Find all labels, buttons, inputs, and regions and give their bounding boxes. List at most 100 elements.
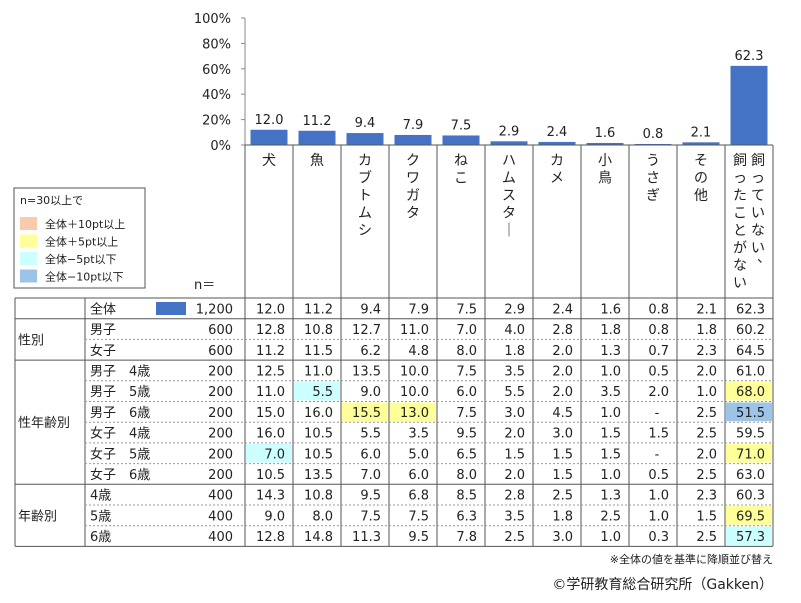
legend-title: n=30以上で xyxy=(20,194,83,207)
table-cell: 1.5 xyxy=(600,447,621,462)
table-cell: 2.0 xyxy=(696,364,717,379)
table-cell: 1.5 xyxy=(552,447,573,462)
table-cell: 0.5 xyxy=(648,468,669,483)
table-cell: 69.5 xyxy=(736,509,765,524)
table-cell: 2.0 xyxy=(552,364,573,379)
bar-1 xyxy=(250,129,288,145)
bar-11 xyxy=(730,65,768,145)
table-cell: 6.8 xyxy=(408,489,429,504)
y-tick-label: 60% xyxy=(202,63,231,78)
highlight-cell xyxy=(726,443,772,463)
table-cell: 7.0 xyxy=(264,447,285,462)
table-cell: 10.8 xyxy=(304,489,333,504)
table-cell: 1.0 xyxy=(648,489,669,504)
table-cell: 6.0 xyxy=(408,468,429,483)
table-cell: 12.5 xyxy=(256,364,285,379)
category-label-char: 飼 xyxy=(733,153,747,169)
sort-note: ※全体の値を基準に降順並び替え xyxy=(610,552,773,566)
table-cell: 68.0 xyxy=(736,385,765,400)
table-cell: 11.0 xyxy=(304,364,333,379)
table-cell: 1.8 xyxy=(552,509,573,524)
table-cell: 1.0 xyxy=(600,406,621,421)
highlight-cell xyxy=(246,443,292,463)
bar-series: 12.0 11.2 9.4 7.9 7.5 2.9 2.4 1.6 0.8 2.1 62.3 xyxy=(250,49,768,145)
category-label-char: ム xyxy=(502,171,516,187)
table-cell: 7.0 xyxy=(360,468,381,483)
table-cell: 1.3 xyxy=(600,344,621,359)
category-label-char: ス xyxy=(502,188,516,204)
table-cell: 11.2 xyxy=(304,302,333,317)
table-cell: 51.5 xyxy=(736,406,765,421)
table-cell: 1.0 xyxy=(696,385,717,400)
legend-item-label: 全体−5pt以下 xyxy=(45,252,117,266)
table-cell: 64.5 xyxy=(736,344,765,359)
bar-6 xyxy=(490,141,528,145)
table-cell: 1.0 xyxy=(600,364,621,379)
table-cell: 2.5 xyxy=(696,468,717,483)
bar-10 xyxy=(682,142,720,145)
table-cell: 1.8 xyxy=(696,323,717,338)
row-label: 女子 6歳 xyxy=(90,467,150,483)
table-cell: 0.3 xyxy=(648,530,669,545)
row-n: 400 xyxy=(208,509,233,524)
legend-item-label: 全体＋10pt以上 xyxy=(45,217,125,231)
category-label-char: ク xyxy=(406,153,420,169)
group-label: 性年齢別 xyxy=(18,416,70,431)
bar-3 xyxy=(346,133,384,145)
table-cell: 1.5 xyxy=(600,427,621,442)
table-cell: 11.5 xyxy=(304,344,333,359)
row-n: 200 xyxy=(208,427,233,442)
bar-value-label: 12.0 xyxy=(255,113,284,128)
table-cell: 9.0 xyxy=(360,385,381,400)
table-cell: 13.5 xyxy=(352,364,381,379)
table-cell: 4.8 xyxy=(408,344,429,359)
category-label-char: 犬 xyxy=(262,153,276,169)
bar-5 xyxy=(442,135,480,145)
table-cell: 9.5 xyxy=(408,530,429,545)
row-n: 400 xyxy=(208,489,233,504)
category-label-char: い xyxy=(733,276,747,292)
table-cell: 2.5 xyxy=(696,406,717,421)
row-n: 200 xyxy=(208,468,233,483)
category-label-char: な xyxy=(751,223,765,239)
bar-value-label: 0.8 xyxy=(643,127,664,142)
category-label-char: タ xyxy=(502,206,516,222)
category-label-char: 鳥 xyxy=(598,171,612,187)
table-cell: 2.0 xyxy=(504,427,525,442)
table-cell: 1.8 xyxy=(600,323,621,338)
row-n: 400 xyxy=(208,530,233,545)
table-cell: 9.5 xyxy=(456,427,477,442)
table-cell: 7.5 xyxy=(456,302,477,317)
bar-value-label: 1.6 xyxy=(595,126,616,141)
table-cell: 6.0 xyxy=(360,447,381,462)
table-cell: - xyxy=(655,447,660,462)
category-label-char: 魚 xyxy=(310,153,324,169)
table-cell: 10.8 xyxy=(304,323,333,338)
table-cell: 2.5 xyxy=(696,530,717,545)
y-axis: 100% 80% 60% 40% 20% 0% xyxy=(194,12,246,154)
category-label-char: と xyxy=(733,223,747,239)
legend-swatch xyxy=(20,269,37,283)
row-label: 男子 5歳 xyxy=(90,385,150,400)
table-cell: 7.5 xyxy=(360,509,381,524)
row-label: 女子 4歳 xyxy=(90,426,150,442)
y-tick-label: 40% xyxy=(202,88,231,103)
total-bar-marker xyxy=(156,302,186,315)
table-cell: 2.8 xyxy=(504,489,525,504)
table-cell: 11.3 xyxy=(352,530,381,545)
bar-2 xyxy=(298,130,336,145)
category-label-char: カ xyxy=(550,153,564,169)
table-cell: 3.5 xyxy=(600,385,621,400)
table-cell: 10.5 xyxy=(304,427,333,442)
row-n: 200 xyxy=(208,447,233,462)
category-label-char: う xyxy=(646,153,660,169)
table-cell: 7.5 xyxy=(456,406,477,421)
category-label-char: の xyxy=(694,171,708,187)
table-cell: 1.0 xyxy=(648,509,669,524)
bar-9 xyxy=(634,143,672,145)
row-label: 男子 xyxy=(90,323,116,338)
row-n: 600 xyxy=(208,323,233,338)
table-cell: 1.5 xyxy=(696,509,717,524)
table-cell: 1.5 xyxy=(504,447,525,462)
